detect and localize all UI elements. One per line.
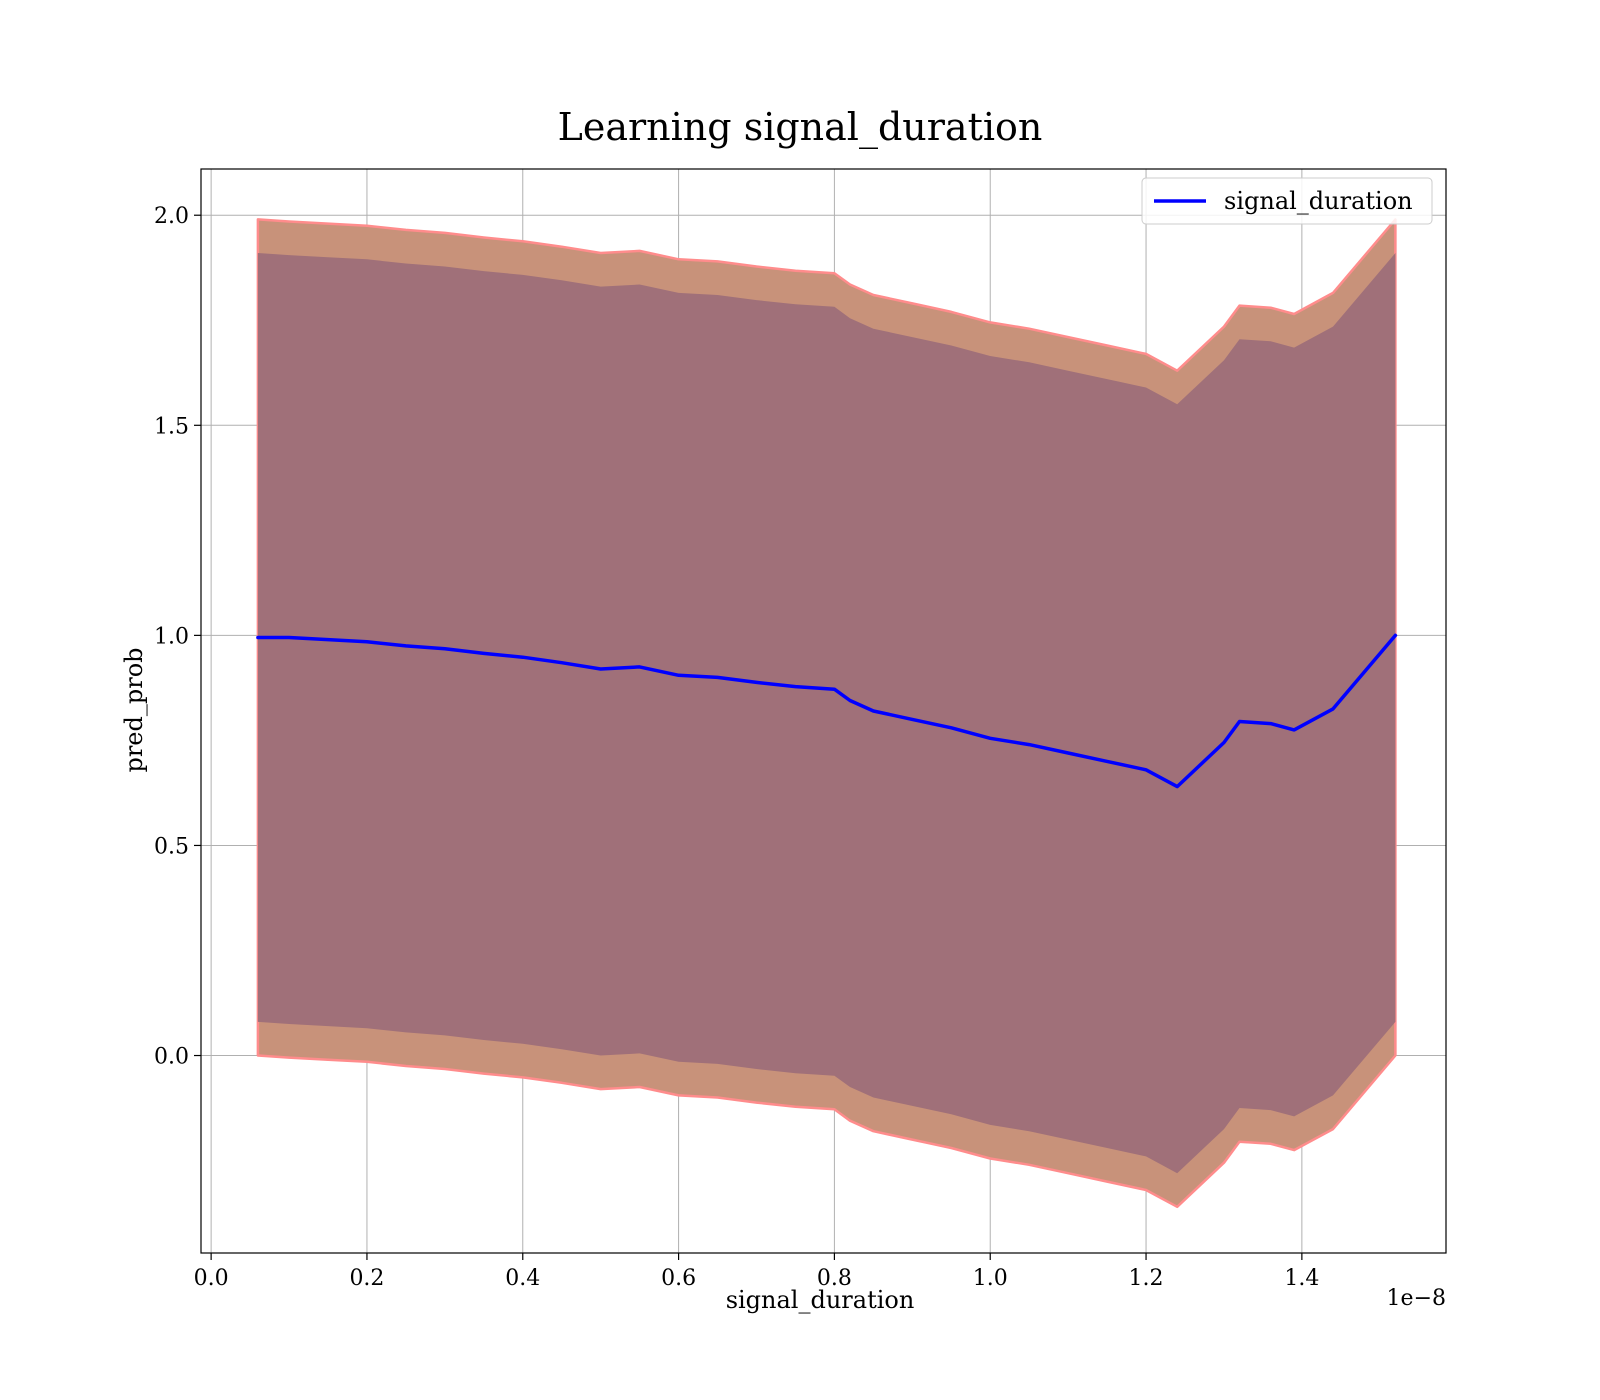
- y-tick-label: 0.5: [154, 834, 189, 859]
- series-lines: [256, 633, 1398, 789]
- x-tick-label: 0.2: [349, 1266, 384, 1291]
- x-tick-label: 0.4: [505, 1266, 540, 1291]
- chart-title: Learning signal_duration: [558, 105, 1043, 150]
- series-line-signal-duration: [256, 633, 1398, 789]
- x-tick-label: 0.6: [661, 1266, 696, 1291]
- x-tick-label: 0.0: [194, 1266, 229, 1291]
- legend-entry-signal-duration: signal_duration: [1224, 187, 1413, 215]
- y-axis-label: pred_prob: [120, 647, 148, 772]
- x-axis-ticks: 0.0 0.2 0.4 0.6 0.8 1.0 1.2 1.4: [194, 1253, 1319, 1291]
- y-tick-label: 1.5: [154, 414, 189, 439]
- y-axis-ticks: 0.0 0.5 1.0 1.5 2.0: [154, 204, 201, 1070]
- legend-box: [1141, 177, 1433, 225]
- x-axis-offset-text: 1e−8: [1387, 1286, 1446, 1311]
- x-tick-label: 1.0: [973, 1266, 1008, 1291]
- confidence-bands: [256, 218, 1397, 1209]
- plot-frame: [200, 168, 1447, 1254]
- x-tick-label: 1.4: [1284, 1266, 1319, 1291]
- y-tick-label: 2.0: [154, 204, 189, 229]
- legend: signal_duration: [1141, 177, 1433, 225]
- y-tick-label: 1.0: [154, 624, 189, 649]
- x-tick-label: 1.2: [1129, 1266, 1164, 1291]
- x-tick-label: 0.8: [817, 1266, 852, 1291]
- y-tick-label: 0.0: [154, 1045, 189, 1070]
- inner-band: [257, 253, 1396, 1174]
- x-axis-label: signal_duration: [726, 1286, 915, 1314]
